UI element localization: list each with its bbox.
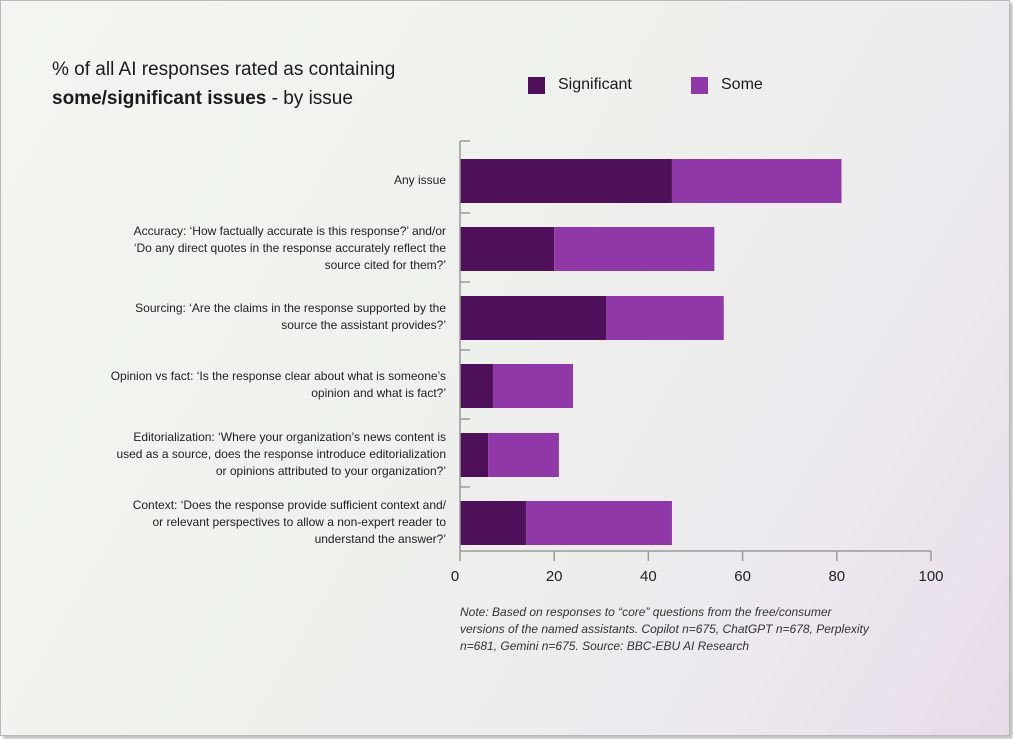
x-tick-label-1: 20 [546,568,563,585]
category-label-1: Accuracy: ‘How factually accurate is thi… [133,223,446,272]
category-label-4: Editorialization: ‘Where your organizati… [116,429,446,478]
bar-significant-4 [460,433,489,477]
bar-significant-3 [460,364,493,408]
category-label-3: Opinion vs fact: ‘Is the response clear … [110,369,446,400]
legend-label-some: Some [721,76,763,93]
bar-some-4 [488,433,559,477]
x-tick-label-5: 100 [918,568,943,585]
legend-label-significant: Significant [558,76,632,93]
chart-title-line-1: % of all AI responses rated as containin… [52,59,395,81]
chart-title-suffix: - by issue [266,88,353,109]
chart-title-bold: some/significant issues [52,88,267,109]
bar-some-3 [492,364,574,408]
bar-significant-2 [460,296,607,340]
x-tick-label-0: 0 [451,568,459,585]
category-label-5: Context: ‘Does the response provide suff… [132,497,446,546]
chart-title-line-2: some/significant issues - by issue [52,88,353,110]
legend-swatch-some [691,76,708,94]
bar-significant-0 [460,159,672,203]
bar-some-1 [554,227,715,271]
x-tick-label-3: 60 [734,568,751,585]
category-label-2: Sourcing: ‘Are the claims in the respons… [135,301,446,332]
legend-swatch-significant [528,76,545,94]
bar-significant-5 [460,501,526,545]
category-label-0: Any issue [393,172,446,187]
bar-some-2 [606,296,724,340]
chart-note: Note: Based on responses to “core” quest… [460,605,869,653]
bar-significant-1 [460,227,555,271]
x-tick-label-2: 40 [640,568,657,585]
chart-title-text: % of all AI responses rated as containin… [52,59,396,80]
bar-some-0 [671,159,842,203]
legend-item-some: Some [691,76,763,94]
bar-some-5 [525,501,672,545]
legend-item-significant: Significant [528,76,632,94]
x-tick-label-4: 80 [828,568,845,585]
